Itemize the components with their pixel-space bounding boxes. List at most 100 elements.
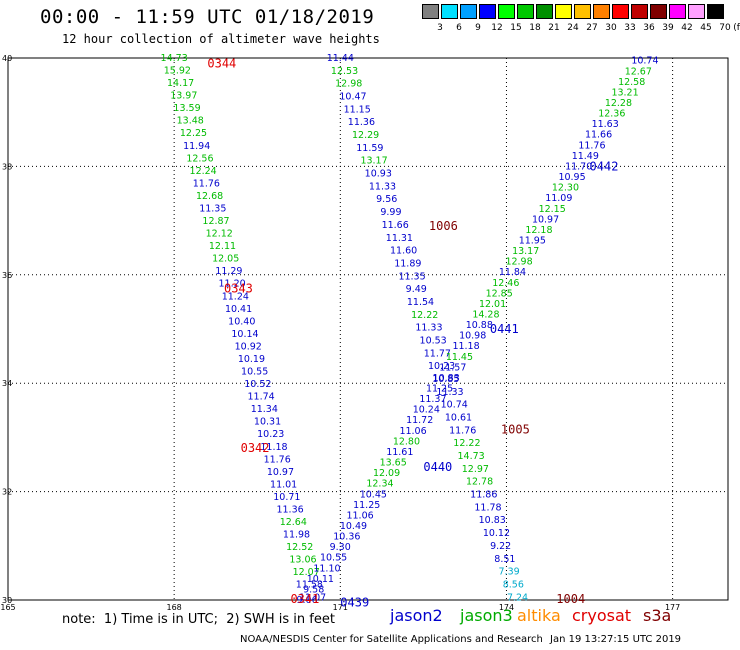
satellite-name: s3a — [643, 606, 672, 625]
pass-time-label: 0441 — [490, 322, 519, 336]
satellite-name: cryosat — [572, 606, 632, 625]
wave-height-label: 14.17 — [167, 78, 194, 89]
wave-height-label: 11.37 — [419, 394, 446, 405]
wave-height-label: 12.22 — [411, 310, 438, 321]
wave-height-label: 12.25 — [180, 128, 207, 139]
wave-height-label: 11.86 — [470, 490, 497, 501]
wave-height-label: 11.95 — [519, 235, 546, 246]
y-tick-label: 32 — [2, 488, 12, 497]
wave-height-label: 12.22 — [453, 438, 480, 449]
x-tick-label: 168 — [167, 603, 182, 612]
wave-height-label: 10.88 — [466, 320, 493, 331]
legend-label: 33 — [624, 23, 636, 33]
wave-height-label: 11.33 — [415, 323, 442, 334]
wave-height-label: 10.23 — [257, 429, 284, 440]
wave-height-label: 12.85 — [486, 288, 513, 299]
wave-height-label: 10.97 — [267, 467, 294, 478]
wave-height-label: 10.47 — [339, 92, 366, 103]
wave-height-label: 11.44 — [327, 53, 354, 64]
plot-frame — [7, 57, 729, 601]
y-tick-label: 36 — [2, 271, 12, 280]
wave-height-label: 11.58 — [296, 580, 323, 591]
wave-height-label: 11.15 — [344, 104, 371, 115]
pass-time-label: 1004 — [556, 592, 585, 606]
legend-label: 24 — [567, 23, 579, 33]
wave-height-label: 13.06 — [289, 555, 316, 566]
wave-height-label: 12.28 — [605, 98, 632, 109]
legend-label: 9 — [475, 23, 481, 33]
wave-height-label: 12.12 — [206, 229, 233, 240]
wave-height-label: 11.94 — [183, 141, 210, 152]
wave-height-label: 11.29 — [215, 266, 242, 277]
wave-height-label: 11.59 — [356, 143, 383, 154]
wave-height-label: 12.52 — [286, 542, 313, 553]
wave-height-label: 10.74 — [631, 56, 658, 67]
wave-height-label: 11.70 — [565, 161, 592, 172]
legend-swatch — [517, 4, 534, 19]
wave-height-label: 10.93 — [365, 169, 392, 180]
wave-height-label: 11.09 — [545, 193, 572, 204]
legend-swatch — [612, 4, 629, 19]
legend-swatch — [593, 4, 610, 19]
wave-height-label: 9.58 — [303, 584, 324, 595]
wave-height-label: 12.80 — [393, 436, 420, 447]
wave-height-label: 10.83 — [479, 515, 506, 526]
legend-unit: (ft) — [733, 23, 740, 33]
wave-height-label: 11.07 — [299, 592, 326, 603]
wave-height-label: 11.18 — [452, 341, 479, 352]
x-tick-label: 171 — [333, 603, 348, 612]
wave-height-label: 10.98 — [459, 331, 486, 342]
wave-height-label: 11.72 — [406, 415, 433, 426]
legend-label: 39 — [662, 23, 674, 33]
wave-height-label: 12.24 — [190, 166, 217, 177]
pass-time-label: 0344 — [207, 56, 236, 70]
x-tick-label: 165 — [0, 603, 15, 612]
wave-height-label: 9.06 — [296, 595, 317, 606]
legend-label: 27 — [586, 23, 598, 33]
wave-height-label: 11.78 — [474, 502, 501, 513]
wave-height-label: 8.51 — [494, 554, 515, 565]
wave-height-label: 13.17 — [360, 156, 387, 167]
legend-label: 6 — [456, 23, 462, 33]
wave-height-label: 10.12 — [483, 528, 510, 539]
legend-swatch — [631, 4, 648, 19]
wave-height-label: 10.23 — [428, 361, 455, 372]
wave-height-label: 12.29 — [352, 130, 379, 141]
pass-time-label: 0440 — [423, 460, 452, 474]
wave-height-label: 10.53 — [420, 335, 447, 346]
wave-height-label: 11.20 — [219, 279, 246, 290]
footer-timestamp: Jan 19 13:27:15 UTC 2019 — [550, 634, 682, 645]
wave-height-label: 8.56 — [503, 579, 524, 590]
satellite-name: altika — [517, 606, 561, 625]
wave-height-label: 11.76 — [193, 178, 220, 189]
legend-swatch — [422, 4, 439, 19]
legend-swatch — [460, 4, 477, 19]
legend-label: 42 — [681, 23, 693, 33]
wave-height-label: 12.97 — [462, 464, 489, 475]
wave-height-label: 12.98 — [505, 257, 532, 268]
wave-height-label: 10.92 — [235, 341, 262, 352]
wave-height-label: 12.87 — [202, 216, 229, 227]
legend-label: 21 — [548, 23, 560, 33]
wave-height-label: 13.65 — [380, 458, 407, 469]
wave-height-label: 10.40 — [228, 316, 255, 327]
wave-height-label: 12.18 — [525, 225, 552, 236]
wave-height-label: 10.83 — [433, 373, 460, 384]
footer-note: note: 1) Time is in UTC; 2) SWH is in fe… — [62, 612, 335, 627]
wave-height-label: 12.78 — [466, 477, 493, 488]
wave-height-label: 10.74 — [441, 400, 468, 411]
x-tick-label: 177 — [665, 603, 680, 612]
wave-height-label: 10.52 — [244, 379, 271, 390]
wave-height-label: 11.54 — [407, 297, 434, 308]
legend-swatch — [441, 4, 458, 19]
wave-height-label: 12.64 — [280, 517, 307, 528]
legend-label: 70 — [719, 23, 731, 33]
wave-height-label: 10.36 — [333, 532, 360, 543]
y-tick-label: 38 — [2, 162, 12, 171]
wave-height-label: 7.39 — [499, 567, 520, 578]
wave-height-label: 12.68 — [196, 191, 223, 202]
wave-height-label: 11.63 — [592, 119, 619, 130]
legend-swatch — [574, 4, 591, 19]
wave-height-label: 11.25 — [353, 500, 380, 511]
